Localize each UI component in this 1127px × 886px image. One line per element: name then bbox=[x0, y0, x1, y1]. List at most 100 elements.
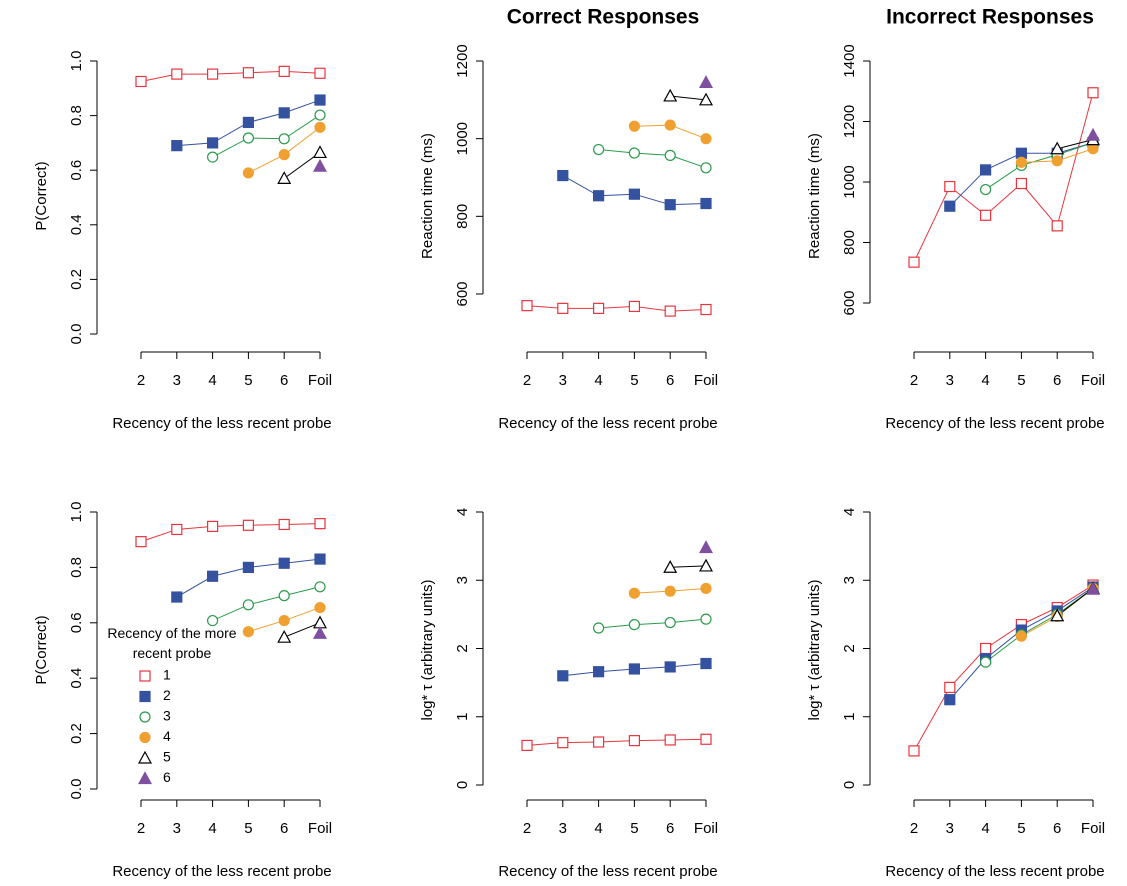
data-point bbox=[207, 68, 219, 80]
x-tick-label: Foil bbox=[1081, 372, 1105, 389]
legend-label: 6 bbox=[163, 769, 171, 785]
data-point bbox=[135, 536, 147, 548]
data-point bbox=[628, 663, 641, 675]
y-tick-label: 1000 bbox=[841, 165, 858, 198]
legend-label: 1 bbox=[163, 667, 171, 683]
data-point bbox=[312, 158, 328, 172]
series-line bbox=[140, 70, 321, 82]
data-point bbox=[278, 590, 290, 602]
legend-label: 5 bbox=[163, 749, 171, 765]
y-tick-label: 0.2 bbox=[68, 723, 85, 744]
data-point bbox=[1050, 141, 1065, 155]
data-point bbox=[628, 147, 641, 159]
data-point bbox=[664, 661, 676, 673]
x-tick-label: 6 bbox=[1053, 820, 1061, 837]
y-tick-label: 0.4 bbox=[68, 668, 85, 689]
x-tick-label: 6 bbox=[280, 820, 288, 837]
data-point bbox=[664, 585, 676, 597]
data-point bbox=[278, 65, 290, 77]
legend: Recency of the more recent probe bbox=[107, 625, 237, 661]
y-axis-label: log* τ (arbitrary units) bbox=[806, 580, 823, 721]
y-tick-label: 0.0 bbox=[68, 324, 85, 345]
y-tick-label: 1.0 bbox=[68, 502, 85, 523]
data-point bbox=[700, 197, 712, 210]
data-point bbox=[700, 657, 712, 670]
data-point bbox=[628, 735, 641, 747]
data-point bbox=[1015, 156, 1028, 168]
series-line bbox=[598, 149, 707, 169]
x-tick-label: 6 bbox=[666, 820, 674, 837]
series-line bbox=[1057, 139, 1094, 150]
series-line bbox=[526, 738, 707, 746]
x-tick-label: 2 bbox=[137, 372, 145, 389]
data-point bbox=[664, 149, 676, 161]
legend-label: 2 bbox=[163, 687, 171, 703]
data-point bbox=[207, 570, 219, 582]
x-tick-label: 2 bbox=[523, 372, 531, 389]
y-tick-label: 600 bbox=[454, 281, 471, 306]
y-tick-label: 4 bbox=[841, 508, 858, 516]
data-point bbox=[664, 616, 676, 629]
data-point bbox=[171, 140, 183, 152]
x-tick-label: 2 bbox=[523, 820, 531, 837]
series-line bbox=[212, 586, 321, 622]
legend-marker bbox=[137, 771, 153, 785]
legend-marker bbox=[137, 750, 153, 764]
x-tick-label: 4 bbox=[594, 820, 602, 837]
data-point bbox=[944, 694, 956, 706]
data-point bbox=[314, 601, 326, 614]
y-tick-label: 600 bbox=[841, 290, 858, 315]
data-point bbox=[1015, 177, 1028, 190]
x-tick-label: 2 bbox=[910, 372, 918, 389]
data-point bbox=[979, 642, 992, 655]
x-tick-label: 4 bbox=[981, 372, 989, 389]
data-point bbox=[592, 143, 605, 156]
data-point bbox=[314, 553, 326, 565]
data-point bbox=[278, 107, 290, 119]
data-point bbox=[242, 167, 254, 179]
data-point bbox=[628, 300, 641, 313]
x-tick-label: 3 bbox=[559, 372, 567, 389]
data-point bbox=[521, 300, 533, 312]
x-tick-label: 5 bbox=[244, 820, 252, 837]
data-point bbox=[557, 169, 569, 182]
x-tick-label: 4 bbox=[208, 372, 216, 389]
x-tick-label: Foil bbox=[694, 372, 718, 389]
data-point bbox=[700, 582, 712, 595]
data-point bbox=[207, 520, 219, 533]
data-point bbox=[1015, 630, 1028, 642]
data-point bbox=[278, 149, 290, 161]
panel-title: Incorrect Responses bbox=[886, 6, 1094, 29]
data-point bbox=[979, 656, 992, 668]
y-tick-label: 0 bbox=[841, 781, 858, 789]
y-tick-label: 800 bbox=[841, 230, 858, 255]
data-point bbox=[1051, 155, 1063, 167]
data-point bbox=[944, 681, 956, 694]
data-point bbox=[908, 256, 920, 268]
x-tick-label: Foil bbox=[1081, 820, 1105, 837]
data-point bbox=[207, 137, 219, 149]
x-tick-label: 4 bbox=[208, 820, 216, 837]
legend-label: 4 bbox=[163, 728, 171, 744]
data-point bbox=[664, 119, 676, 131]
data-point bbox=[171, 68, 183, 80]
x-axis-label: Recency of the less recent probe bbox=[885, 863, 1104, 880]
legend-marker bbox=[139, 711, 151, 723]
data-point bbox=[278, 518, 290, 531]
data-point bbox=[628, 619, 641, 631]
data-point bbox=[663, 88, 678, 102]
data-point bbox=[278, 133, 290, 145]
data-point bbox=[628, 587, 641, 599]
data-point bbox=[979, 164, 992, 176]
y-tick-label: 2 bbox=[841, 644, 858, 652]
data-point bbox=[592, 736, 605, 748]
data-point bbox=[1050, 608, 1065, 622]
data-point bbox=[700, 303, 712, 316]
data-point bbox=[314, 518, 326, 530]
x-tick-label: Foil bbox=[694, 820, 718, 837]
x-tick-label: 5 bbox=[244, 372, 252, 389]
data-point bbox=[242, 132, 254, 144]
y-tick-label: 0.4 bbox=[68, 214, 85, 235]
legend-title: Recency of the more recent probe bbox=[107, 625, 237, 661]
y-tick-label: 0.8 bbox=[68, 557, 85, 578]
